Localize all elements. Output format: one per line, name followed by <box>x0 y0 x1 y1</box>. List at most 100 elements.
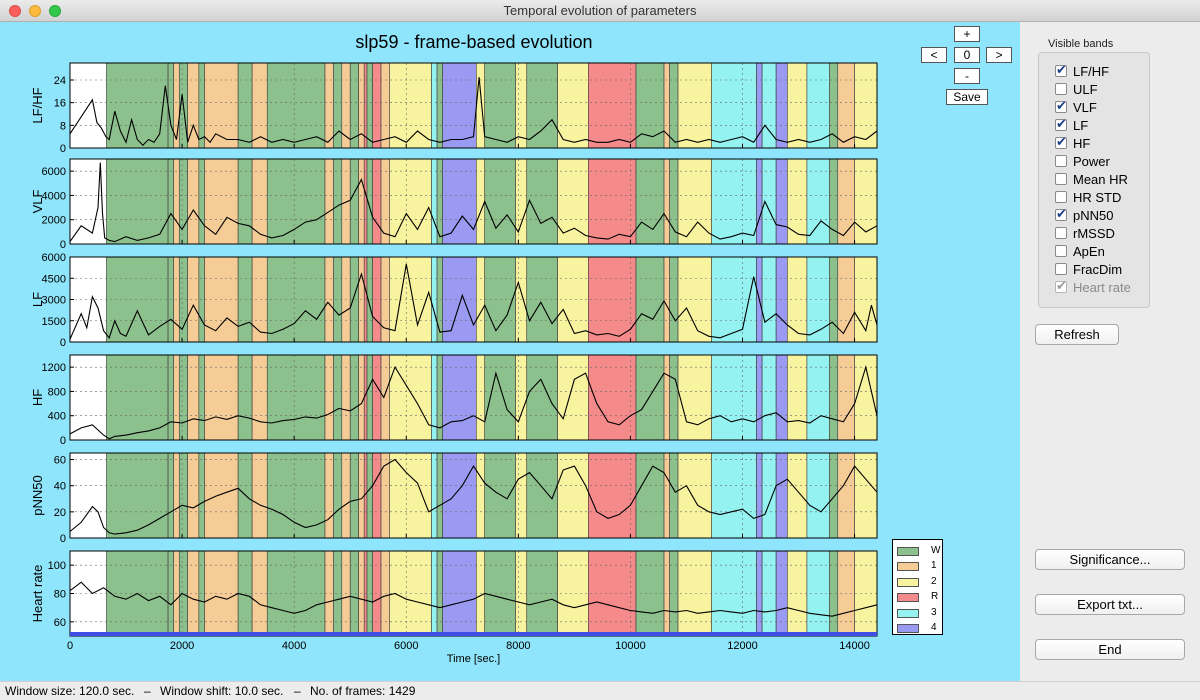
y-tick-label: 800 <box>48 386 66 398</box>
y-tick-label: 40 <box>54 481 66 493</box>
refresh-button[interactable]: Refresh <box>1035 324 1119 345</box>
stage-band-1 <box>187 550 200 637</box>
checkbox-icon[interactable] <box>1055 263 1067 275</box>
zoom-out-button[interactable]: - <box>954 68 980 84</box>
stage-band-2 <box>787 452 808 539</box>
stage-band-3 <box>431 62 438 149</box>
chart-title: slp59 - frame-based evolution <box>355 32 593 52</box>
end-button[interactable]: End <box>1035 639 1185 660</box>
stage-band-1 <box>324 62 334 149</box>
checkbox-icon[interactable] <box>1055 83 1067 95</box>
stage-band-2 <box>515 354 528 441</box>
checkbox-icon[interactable] <box>1055 173 1067 185</box>
stage-band-3 <box>711 62 757 149</box>
legend-swatch-r <box>897 593 919 602</box>
stage-band-3 <box>761 158 777 245</box>
stage-band-4 <box>756 158 763 245</box>
stage-band-2 <box>515 62 528 149</box>
stage-band-w <box>178 452 188 539</box>
stage-band-4 <box>442 62 477 149</box>
stage-band-w <box>333 354 343 441</box>
stage-band-w <box>349 158 359 245</box>
band-label: rMSSD <box>1073 226 1115 241</box>
stage-band-w <box>333 452 343 539</box>
y-tick-label: 8 <box>60 120 66 132</box>
checkbox-icon[interactable] <box>1055 155 1067 167</box>
stage-band-r <box>372 452 382 539</box>
y-tick-label: 0 <box>60 337 66 349</box>
legend-label: 2 <box>931 576 937 587</box>
y-tick-label: 4000 <box>42 190 66 202</box>
series-line-lf <box>69 264 878 340</box>
stage-band-3 <box>711 354 757 441</box>
stage-band-4 <box>775 354 788 441</box>
close-window-icon[interactable] <box>9 5 21 17</box>
checkbox-icon[interactable] <box>1055 62 1067 78</box>
stage-band-3 <box>806 62 830 149</box>
stage-band-w <box>526 354 558 441</box>
zoom-window-icon[interactable] <box>49 5 61 17</box>
y-tick-label: 6000 <box>42 252 66 264</box>
hypnogram-strip <box>70 632 877 636</box>
series-line-vlf <box>69 162 878 243</box>
frames-status: No. of frames: 1429 <box>310 684 416 698</box>
minimize-window-icon[interactable] <box>29 5 41 17</box>
legend-label: 1 <box>931 560 937 571</box>
stage-band-3 <box>711 158 757 245</box>
stage-band-r <box>363 62 368 149</box>
save-button[interactable]: Save <box>946 89 988 105</box>
stage-band-1 <box>837 62 855 149</box>
checkbox-icon[interactable] <box>1055 116 1067 132</box>
checkbox-icon[interactable] <box>1055 134 1067 150</box>
x-axis-label: Time [sec.] <box>447 653 500 665</box>
stage-band-w <box>436 452 443 539</box>
stage-band-1 <box>204 452 239 539</box>
stage-band-4 <box>756 354 763 441</box>
panel-frame <box>69 62 878 149</box>
stage-band-1 <box>663 452 670 539</box>
y-tick-label: 0 <box>60 533 66 545</box>
page-index-button[interactable]: 0 <box>954 47 980 63</box>
band-label: HF <box>1073 136 1091 151</box>
legend-swatch-1 <box>897 562 919 571</box>
stage-band-1 <box>173 354 180 441</box>
y-axis-label: HF <box>30 389 45 406</box>
stage-band-w <box>237 62 253 149</box>
stage-band-1 <box>251 550 268 637</box>
checkbox-icon[interactable] <box>1055 191 1067 203</box>
checkbox-icon[interactable] <box>1055 245 1067 257</box>
y-tick-label: 16 <box>54 98 66 110</box>
stage-band-3 <box>761 452 777 539</box>
side-panel: Visible bands LF/HF ULF VLF LF HF Power … <box>1020 22 1200 681</box>
next-button[interactable]: > <box>986 47 1012 63</box>
stage-band-w <box>237 354 253 441</box>
stage-band-3 <box>806 158 830 245</box>
legend-swatch-2 <box>897 578 919 587</box>
stage-band-3 <box>431 452 438 539</box>
stage-band-2 <box>476 354 486 441</box>
stage-band-3 <box>806 452 830 539</box>
y-tick-label: 20 <box>54 507 66 519</box>
stage-band-r <box>372 158 382 245</box>
significance-button[interactable]: Significance... <box>1035 549 1185 570</box>
stage-band-w <box>266 354 326 441</box>
checkbox-icon[interactable] <box>1055 227 1067 239</box>
stage-band-w <box>635 452 665 539</box>
y-tick-label: 400 <box>48 411 66 423</box>
export-txt-button[interactable]: Export txt... <box>1035 594 1185 615</box>
stage-band-w <box>669 354 679 441</box>
stage-band-w <box>333 158 343 245</box>
y-tick-label: 6000 <box>42 166 66 178</box>
previous-button[interactable]: < <box>921 47 947 63</box>
stage-band-1 <box>380 354 390 441</box>
stage-band-r <box>588 158 637 245</box>
checkbox-icon[interactable] <box>1055 98 1067 114</box>
band-label: Power <box>1073 154 1110 169</box>
zoom-in-button[interactable]: + <box>954 26 980 42</box>
y-tick-label: 60 <box>54 617 66 629</box>
legend-label: W <box>931 545 941 556</box>
stage-band-4 <box>775 452 788 539</box>
checkbox-icon[interactable] <box>1055 206 1067 222</box>
stage-band-3 <box>711 550 757 637</box>
stage-band-w <box>669 62 679 149</box>
